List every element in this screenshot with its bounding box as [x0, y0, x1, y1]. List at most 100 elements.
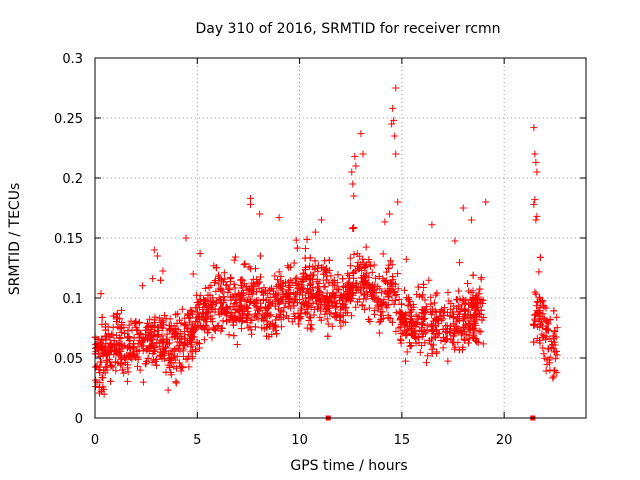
data-point — [361, 272, 369, 280]
data-point — [238, 281, 246, 289]
data-point — [548, 341, 556, 349]
data-point — [221, 309, 229, 317]
data-point — [304, 301, 312, 309]
data-point — [536, 253, 544, 261]
data-point — [306, 262, 314, 270]
data-point — [397, 336, 405, 344]
data-point — [303, 310, 311, 318]
data-point — [342, 309, 350, 317]
data-point — [549, 332, 557, 340]
data-point — [553, 313, 561, 321]
data-point — [269, 325, 277, 333]
y-tick-label: 0.3 — [62, 52, 83, 67]
data-point — [550, 307, 558, 315]
data-point — [474, 298, 482, 306]
data-point-peak — [482, 198, 490, 206]
data-point — [330, 294, 338, 302]
data-point — [476, 310, 484, 318]
data-point — [99, 336, 107, 344]
data-point — [131, 320, 139, 328]
data-point — [337, 313, 345, 321]
data-point — [227, 274, 235, 282]
data-point — [418, 313, 426, 321]
data-point — [385, 264, 393, 272]
data-point — [187, 306, 195, 314]
data-point — [391, 296, 399, 304]
data-point — [439, 333, 447, 341]
data-point — [306, 286, 314, 294]
data-point — [230, 314, 238, 322]
data-point — [101, 332, 109, 340]
data-point — [124, 377, 132, 385]
data-point — [469, 271, 477, 279]
data-point-peak — [246, 200, 254, 208]
data-point — [402, 318, 410, 326]
data-point — [418, 327, 426, 335]
data-point — [377, 308, 385, 316]
data-point — [158, 316, 166, 324]
data-point-peak — [256, 210, 264, 218]
data-point — [466, 321, 474, 329]
data-point-peak — [391, 132, 399, 140]
data-point — [212, 287, 220, 295]
data-point — [107, 362, 115, 370]
data-point — [552, 347, 560, 355]
data-point — [120, 369, 128, 377]
data-point — [536, 336, 544, 344]
data-point — [366, 284, 374, 292]
data-point — [431, 322, 439, 330]
data-point — [274, 276, 282, 284]
data-point-peak — [530, 200, 538, 208]
data-point-peak — [390, 116, 398, 124]
data-point — [159, 267, 167, 275]
data-point — [139, 378, 147, 386]
data-point — [98, 374, 106, 382]
data-point — [400, 286, 408, 294]
data-point — [310, 311, 318, 319]
data-point — [287, 263, 295, 271]
data-point — [279, 279, 287, 287]
data-point — [469, 325, 477, 333]
data-point — [339, 283, 347, 291]
data-point — [201, 300, 209, 308]
data-point — [225, 331, 233, 339]
data-point — [379, 250, 387, 258]
data-point — [176, 329, 184, 337]
data-point — [551, 328, 559, 336]
data-point — [185, 314, 193, 322]
data-point — [102, 326, 110, 334]
data-point — [429, 341, 437, 349]
data-point — [460, 297, 468, 305]
data-point — [331, 304, 339, 312]
x-axis-label: GPS time / hours — [290, 458, 407, 474]
data-point — [398, 309, 406, 317]
data-point — [470, 326, 478, 334]
data-point — [381, 287, 389, 295]
data-point — [328, 322, 336, 330]
data-point — [257, 273, 265, 281]
data-point — [479, 296, 487, 304]
data-point — [432, 334, 440, 342]
data-point — [530, 311, 538, 319]
data-point — [371, 281, 379, 289]
data-point — [544, 345, 552, 353]
data-point — [203, 317, 211, 325]
data-point — [456, 307, 464, 315]
data-point — [408, 306, 416, 314]
data-point — [211, 278, 219, 286]
data-point — [390, 300, 398, 308]
data-point — [393, 291, 401, 299]
data-point — [110, 337, 118, 345]
data-point-peak — [392, 84, 400, 92]
data-point — [217, 327, 225, 335]
data-point — [535, 293, 543, 301]
data-point — [306, 254, 314, 262]
data-point — [236, 306, 244, 314]
data-point — [243, 296, 251, 304]
data-point — [398, 301, 406, 309]
data-point — [367, 288, 375, 296]
data-point — [540, 314, 548, 322]
data-point-peak — [394, 198, 402, 206]
data-point — [122, 358, 130, 366]
data-point — [95, 389, 103, 397]
